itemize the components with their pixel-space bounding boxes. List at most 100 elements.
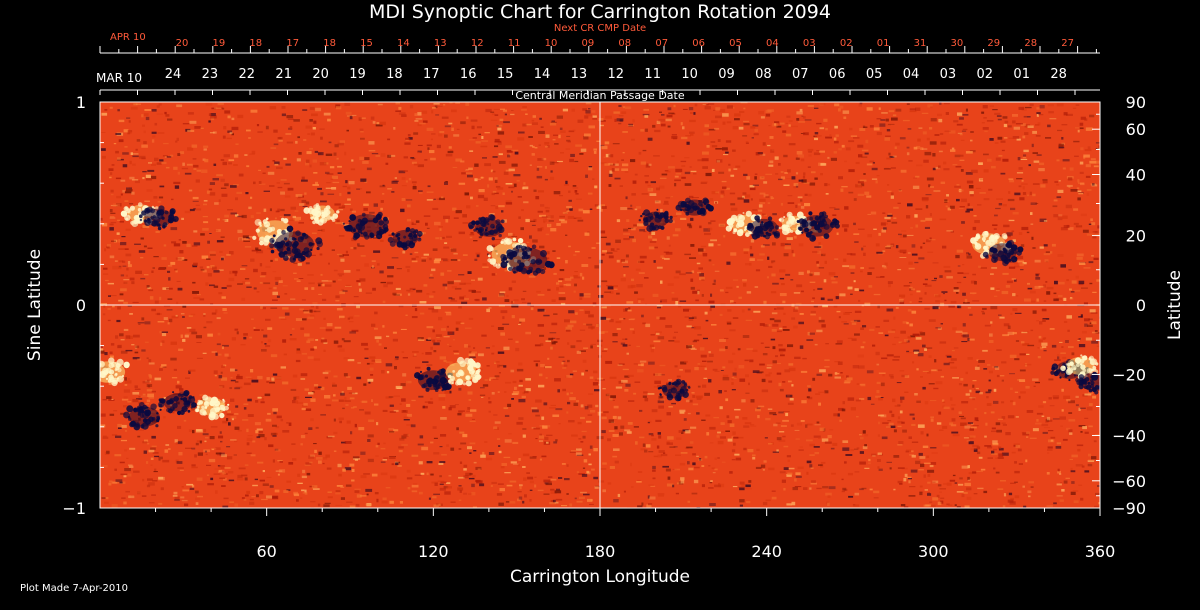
noise-speck (982, 307, 987, 310)
noise-speck (379, 121, 386, 126)
noise-speck (411, 316, 418, 319)
noise-speck (526, 472, 530, 474)
noise-speck (1089, 322, 1092, 324)
noise-speck (670, 215, 678, 217)
noise-speck (1038, 335, 1042, 339)
noise-speck (103, 304, 106, 308)
noise-speck (888, 152, 891, 156)
noise-speck (463, 298, 469, 300)
noise-speck (1007, 331, 1015, 336)
noise-speck (921, 112, 929, 114)
noise-speck (1037, 356, 1041, 359)
noise-speck (337, 142, 344, 146)
noise-speck (799, 108, 803, 112)
noise-speck (514, 386, 517, 390)
noise-speck (735, 457, 742, 461)
noise-speck (807, 148, 814, 152)
noise-speck (511, 315, 515, 319)
noise-speck (760, 464, 766, 468)
noise-speck (965, 151, 973, 154)
noise-speck (946, 503, 950, 506)
noise-speck (221, 287, 227, 289)
noise-speck (488, 401, 492, 404)
noise-speck (147, 478, 153, 481)
noise-speck (710, 293, 713, 297)
noise-speck (243, 238, 249, 240)
noise-speck (142, 177, 145, 180)
noise-speck (171, 241, 177, 244)
noise-speck (1097, 148, 1100, 150)
noise-speck (406, 477, 413, 480)
noise-speck (1051, 344, 1057, 348)
noise-speck (728, 163, 731, 166)
noise-speck (825, 136, 832, 139)
noise-speck (353, 296, 359, 298)
noise-speck (158, 456, 163, 460)
noise-speck (510, 113, 515, 116)
noise-speck (318, 451, 322, 455)
noise-speck (720, 422, 725, 425)
noise-speck (517, 491, 522, 493)
noise-speck (650, 485, 656, 487)
noise-speck (1088, 392, 1094, 395)
noise-speck (878, 421, 881, 425)
noise-speck (163, 396, 166, 399)
noise-speck (909, 486, 916, 488)
noise-speck (996, 288, 1000, 290)
noise-speck (626, 431, 632, 434)
noise-speck (100, 346, 103, 348)
noise-speck (124, 384, 128, 386)
noise-speck (919, 485, 923, 488)
noise-speck (795, 438, 800, 440)
noise-speck (984, 412, 987, 415)
noise-speck (1026, 231, 1030, 234)
noise-speck (401, 351, 405, 353)
noise-speck (170, 357, 177, 361)
noise-speck (806, 423, 813, 426)
noise-speck (124, 248, 129, 250)
noise-speck (734, 113, 741, 117)
noise-speck (371, 153, 379, 155)
noise-speck (997, 488, 1004, 490)
noise-speck (174, 185, 180, 189)
noise-speck (876, 131, 882, 136)
noise-speck (501, 210, 504, 213)
noise-speck (728, 168, 731, 172)
noise-speck (333, 152, 337, 156)
noise-speck (1052, 418, 1060, 420)
noise-speck (112, 305, 115, 308)
noise-speck (545, 134, 550, 138)
noise-speck (1002, 116, 1008, 119)
noise-speck (897, 269, 902, 271)
noise-speck (374, 327, 378, 330)
noise-speck (919, 331, 923, 334)
noise-speck (779, 388, 784, 392)
noise-speck (1026, 431, 1030, 435)
noise-speck (347, 198, 351, 201)
noise-speck (310, 398, 316, 402)
noise-speck (175, 385, 182, 389)
noise-speck (710, 220, 716, 222)
noise-speck (873, 497, 879, 499)
noise-speck (638, 364, 643, 366)
noise-speck (980, 267, 987, 269)
noise-speck (188, 370, 191, 374)
noise-speck (628, 227, 634, 229)
noise-speck (1020, 341, 1025, 344)
noise-speck (880, 276, 885, 278)
noise-speck (539, 334, 545, 337)
noise-speck (702, 337, 708, 340)
noise-speck (999, 316, 1005, 319)
noise-speck (972, 384, 975, 388)
noise-speck (177, 171, 180, 175)
noise-speck (405, 180, 408, 183)
noise-speck (411, 399, 416, 402)
noise-speck (289, 126, 293, 130)
noise-speck (779, 471, 786, 474)
noise-speck (113, 143, 117, 145)
noise-speck (779, 293, 787, 297)
noise-speck (124, 377, 127, 381)
noise-speck (643, 231, 647, 233)
noise-speck (195, 497, 200, 501)
noise-speck (649, 496, 656, 500)
